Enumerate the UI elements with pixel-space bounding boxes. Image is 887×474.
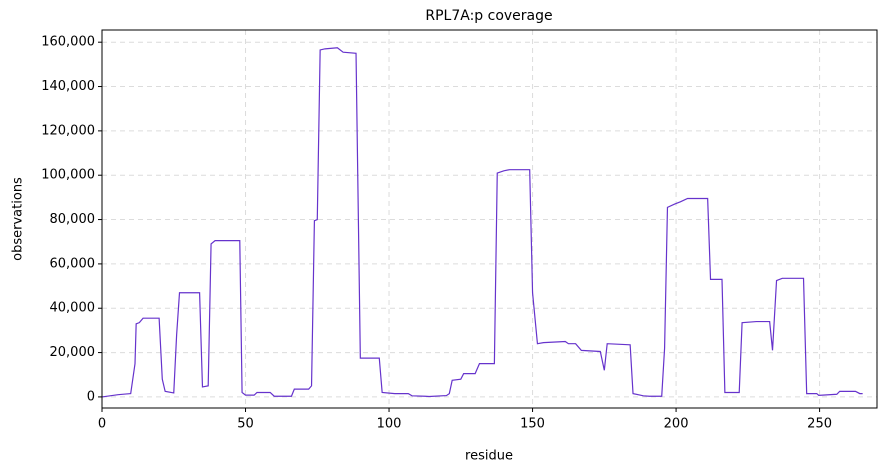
x-tick-label: 50 <box>237 417 254 432</box>
y-tick-label: 80,000 <box>50 212 96 227</box>
y-tick-label: 120,000 <box>41 123 95 138</box>
plot-frame <box>101 29 878 409</box>
y-tick-label: 140,000 <box>41 79 95 94</box>
data-line <box>101 47 863 398</box>
y-tick-label: 60,000 <box>50 256 96 271</box>
x-tick-label: 150 <box>520 417 545 432</box>
y-axis-label: observations <box>11 177 26 261</box>
x-tick-label: 0 <box>98 417 106 432</box>
x-tick-label: 250 <box>807 417 832 432</box>
y-tick-label: 160,000 <box>41 35 95 50</box>
x-axis-label: residue <box>465 449 513 464</box>
y-tick-label: 40,000 <box>50 301 96 316</box>
y-tick-label: 20,000 <box>50 345 96 360</box>
x-tick-label: 200 <box>664 417 689 432</box>
chart-title: RPL7A:p coverage <box>425 8 552 24</box>
y-tick-label: 100,000 <box>41 168 95 183</box>
x-tick-label: 100 <box>377 417 402 432</box>
y-tick-label: 0 <box>87 389 95 404</box>
